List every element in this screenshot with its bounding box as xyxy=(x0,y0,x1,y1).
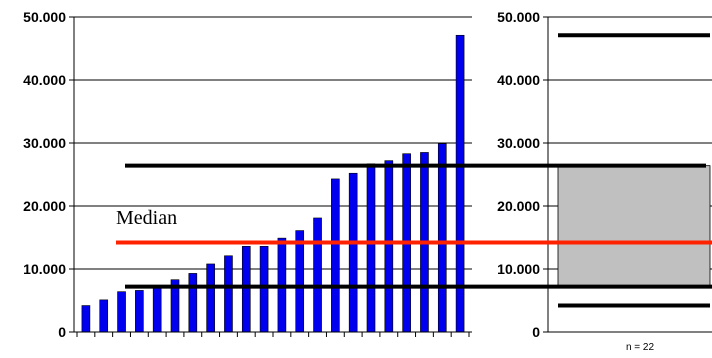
bar xyxy=(152,287,162,333)
bar xyxy=(313,217,322,333)
bar xyxy=(366,163,376,333)
box-plot-y-tick-label: 30.000 xyxy=(497,135,540,151)
bar-chart-gridlines xyxy=(74,16,472,270)
bar xyxy=(188,273,198,333)
bar-chart-y-tick-label: 0 xyxy=(58,324,66,340)
box-plot-y-tick-label: 20.000 xyxy=(497,198,540,214)
bar-chart-panel: 0 10.000 20.000 30.000 40.000 50.000 xyxy=(23,9,472,340)
sample-size-note: n = 22 xyxy=(626,342,655,353)
box-plot-y-tick-label: 50.000 xyxy=(497,9,540,25)
box-plot-y-ticks: 0 10.000 20.000 30.000 40.000 50.000 xyxy=(497,9,548,340)
bar xyxy=(117,291,126,333)
bar-chart-x-ticks xyxy=(76,332,470,337)
bar xyxy=(81,305,91,333)
overlay-lines: Median xyxy=(116,163,712,289)
bar xyxy=(331,178,340,333)
bar xyxy=(259,246,269,333)
bar xyxy=(241,246,251,333)
bar xyxy=(206,263,215,333)
bar xyxy=(348,172,358,333)
bar xyxy=(295,230,305,333)
bar xyxy=(437,143,447,333)
bar xyxy=(135,290,144,333)
bar xyxy=(99,299,109,333)
box-plot-box xyxy=(557,165,711,288)
bar-chart-y-ticks: 0 10.000 20.000 30.000 40.000 50.000 xyxy=(23,9,74,340)
median-label: Median xyxy=(116,207,177,229)
box-plot-y-tick-label: 10.000 xyxy=(497,261,540,277)
bar-chart-y-tick-label: 10.000 xyxy=(23,261,66,277)
bar-chart-y-tick-label: 20.000 xyxy=(23,198,66,214)
box-plot-y-tick-label: 40.000 xyxy=(497,72,540,88)
bar-chart-y-tick-label: 30.000 xyxy=(23,135,66,151)
bar-chart-y-tick-label: 40.000 xyxy=(23,72,66,88)
box-plot-y-tick-label: 0 xyxy=(532,324,540,340)
bar xyxy=(224,255,233,333)
box-plot-panel: 0 10.000 20.000 30.000 40.000 50.000 n = 22 xyxy=(497,9,712,353)
bar xyxy=(384,160,394,333)
bar-chart-y-tick-label: 50.000 xyxy=(23,9,66,25)
